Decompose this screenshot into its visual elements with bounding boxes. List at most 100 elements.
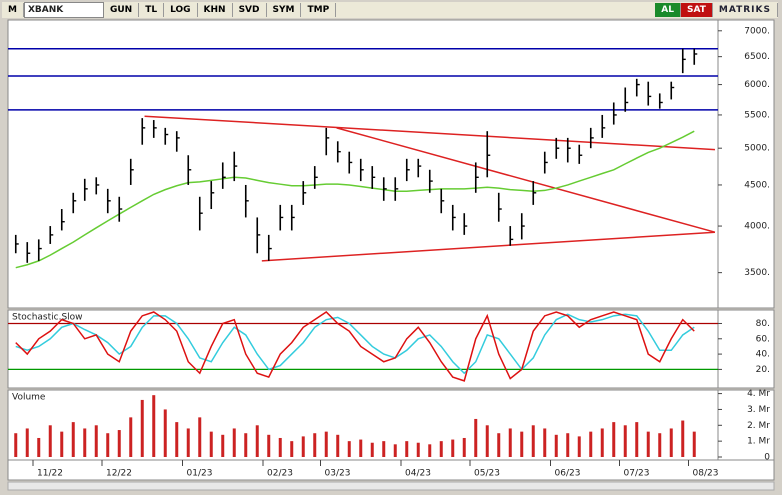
scrollbar[interactable] xyxy=(7,481,775,491)
volume-bar xyxy=(267,434,271,457)
volume-bar xyxy=(129,417,133,457)
x-axis xyxy=(7,459,775,481)
volume-bar xyxy=(71,422,75,457)
stoch-line xyxy=(15,313,695,375)
y-tick-label: 5000. xyxy=(744,144,770,154)
volume-bar xyxy=(370,442,374,457)
volume-bar xyxy=(393,444,397,457)
toolbar-button[interactable]: GUN xyxy=(104,3,140,17)
volume-bar xyxy=(60,431,64,457)
volume-bar xyxy=(117,430,121,457)
toolbar-button[interactable]: KHN xyxy=(198,3,233,17)
toolbar-button[interactable]: LOG xyxy=(164,3,198,17)
volume-bar xyxy=(83,428,87,457)
x-tick-label: 12/22 xyxy=(106,469,132,479)
volume-panel xyxy=(7,389,719,461)
volume-bar xyxy=(612,422,616,457)
volume-bar xyxy=(359,439,363,457)
volume-bar xyxy=(474,418,478,457)
volume-bar xyxy=(175,422,179,457)
volume-bar xyxy=(681,420,685,457)
y-tick-label: 20. xyxy=(756,365,770,375)
volume-axis xyxy=(717,389,775,461)
y-tick-label: 6000. xyxy=(744,80,770,90)
volume-bar xyxy=(485,425,489,457)
volume-bar xyxy=(462,437,466,457)
moving-average xyxy=(15,130,695,269)
volume-bar xyxy=(451,439,455,457)
volume-bar xyxy=(554,434,558,457)
y-tick-label: 4. Mr xyxy=(747,389,770,399)
x-tick-label: 03/23 xyxy=(325,469,351,479)
volume-bar xyxy=(244,433,248,457)
symbol-input[interactable]: XBANK xyxy=(23,2,104,18)
volume-bar xyxy=(152,395,156,457)
y-tick-label: 5500. xyxy=(744,110,770,120)
volume-bar xyxy=(255,425,259,457)
x-tick-label: 04/23 xyxy=(405,469,431,479)
volume-bar xyxy=(382,441,386,457)
volume-bar xyxy=(566,433,570,457)
y-tick-label: 6500. xyxy=(744,52,770,62)
volume-bar xyxy=(543,428,547,457)
buy-button[interactable]: AL xyxy=(655,3,681,17)
price-axis xyxy=(717,19,775,309)
x-tick-label: 06/23 xyxy=(555,469,581,479)
y-tick-label: 4500. xyxy=(744,180,770,190)
y-tick-label: 40. xyxy=(756,350,770,360)
toolbar-button[interactable]: TL xyxy=(139,3,165,17)
volume-bar xyxy=(232,428,236,457)
volume-bar xyxy=(48,425,52,457)
y-tick-label: 7000. xyxy=(744,26,770,36)
x-tick-label: 02/23 xyxy=(267,469,293,479)
x-tick-label: 08/23 xyxy=(693,469,719,479)
volume-bar xyxy=(25,428,29,457)
x-tick-label: 11/22 xyxy=(37,469,63,479)
y-tick-label: 4000. xyxy=(744,222,770,232)
volume-bar xyxy=(290,441,294,457)
volume-bar xyxy=(635,422,639,457)
volume-bar xyxy=(140,399,144,457)
y-tick-label: 60. xyxy=(756,334,770,344)
panel-title: Stochastic.Slow xyxy=(12,313,83,323)
brand: MATRIKS xyxy=(713,3,778,17)
volume-bar xyxy=(405,441,409,457)
volume-bar xyxy=(324,431,328,457)
panel-title: Volume xyxy=(12,393,46,403)
logo: M xyxy=(2,3,24,17)
volume-bar xyxy=(508,428,512,457)
volume-bar xyxy=(163,409,167,457)
volume-bar xyxy=(278,437,282,457)
sell-button[interactable]: SAT xyxy=(681,3,713,17)
volume-bar xyxy=(209,431,213,457)
volume-bar xyxy=(600,428,604,457)
y-tick-label: 3. Mr xyxy=(747,405,770,415)
volume-bar xyxy=(531,425,535,457)
volume-bar xyxy=(692,431,696,457)
toolbar-button[interactable]: SYM xyxy=(267,3,302,17)
volume-bar xyxy=(589,431,593,457)
y-tick-label: 3500. xyxy=(744,268,770,278)
volume-bar xyxy=(94,425,98,457)
volume-bar xyxy=(37,437,41,457)
volume-bar xyxy=(577,436,581,457)
y-tick-label: 1. Mr xyxy=(747,437,770,447)
stoch-axis xyxy=(717,309,775,389)
volume-bar xyxy=(198,417,202,457)
volume-bar xyxy=(646,431,650,457)
toolbar-button[interactable]: SVD xyxy=(233,3,267,17)
trend-line xyxy=(261,231,715,262)
price-panel xyxy=(7,19,719,309)
volume-bar xyxy=(301,436,305,457)
volume-bar xyxy=(658,433,662,457)
volume-bar xyxy=(497,433,501,457)
x-tick-label: 01/23 xyxy=(187,469,213,479)
x-tick-label: 07/23 xyxy=(624,469,650,479)
toolbar: M XBANK GUN TL LOG KHN SVD SYM TMP AL SA… xyxy=(2,2,778,18)
y-tick-label: 0 xyxy=(764,453,770,463)
volume-bar xyxy=(416,442,420,457)
volume-bar xyxy=(439,441,443,457)
toolbar-button[interactable]: TMP xyxy=(301,3,337,17)
